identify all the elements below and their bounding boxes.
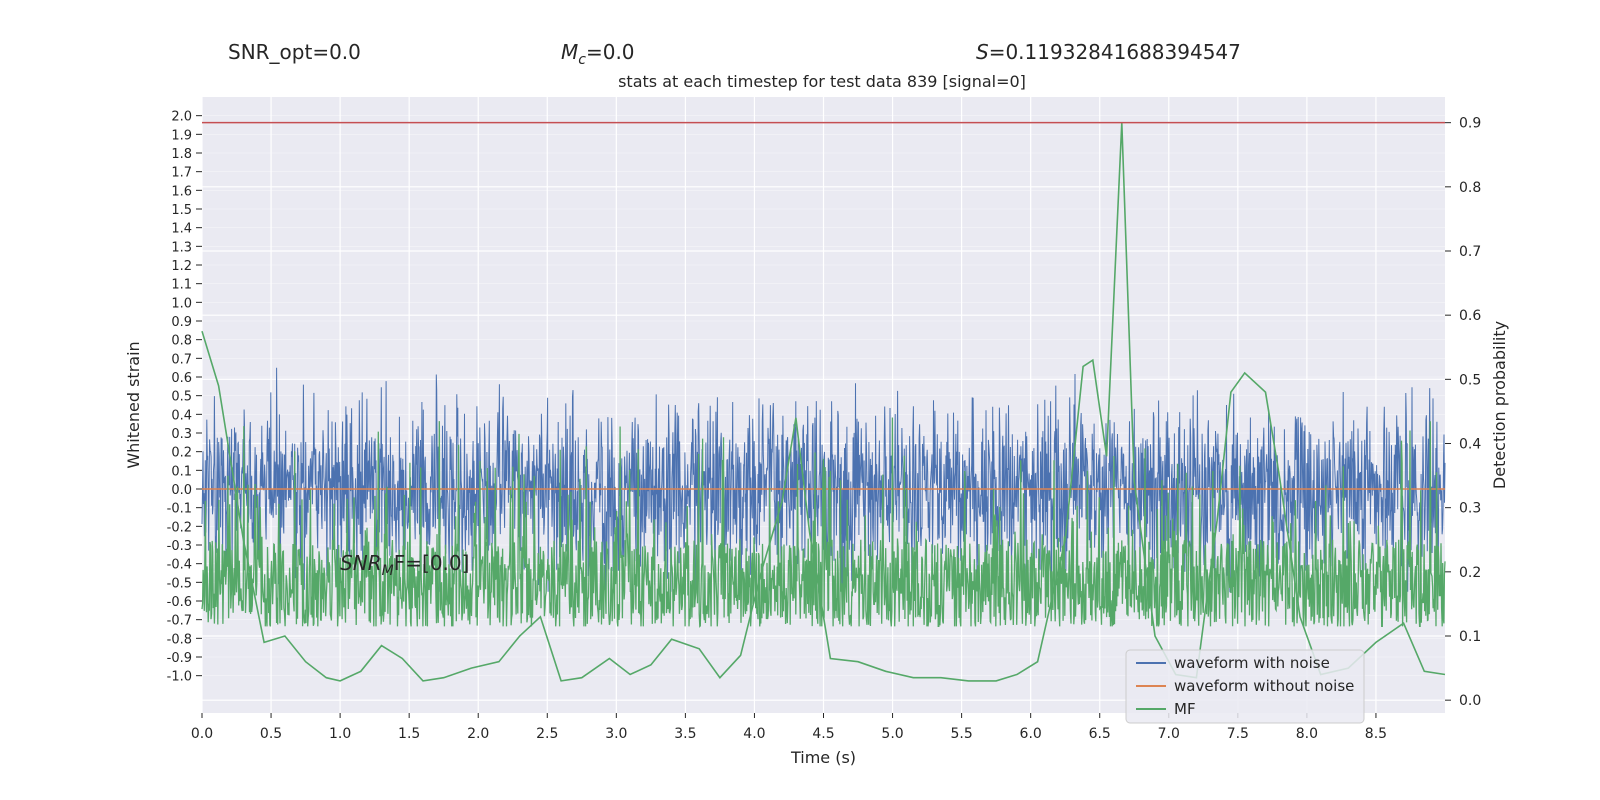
- left-tick-label-5: -0.5: [167, 576, 192, 591]
- chirp-mass-subscript: c: [578, 52, 586, 68]
- left-tick-label-27: 1.7: [171, 166, 192, 181]
- left-tick-label-19: 0.9: [171, 315, 192, 330]
- right-tick-label-9: 0.9: [1459, 116, 1481, 132]
- left-axis-label: Whitened strain: [124, 341, 143, 468]
- left-tick-label-9: -0.1: [167, 502, 192, 517]
- x-axis-ticks: 0.0 0.5 1.0 1.5 2.0 2.5 3.0 3.5 4.0 4.5 5.0 5.5 6.0 6…: [191, 713, 1387, 742]
- snr-mf-annotation: SNRMF=[0.0]: [340, 551, 469, 579]
- left-tick-label-4: -0.6: [167, 595, 192, 610]
- snr-mf-value: F=[0.0]: [394, 551, 470, 575]
- x-tick-label-4: 2.0: [467, 726, 489, 742]
- series-mf: [201, 122, 1446, 682]
- x-tick-label-2: 1.0: [329, 726, 351, 742]
- x-tick-label-7: 3.5: [674, 726, 696, 742]
- legend-box: [1125, 649, 1365, 724]
- left-tick-label-23: 1.3: [171, 240, 192, 255]
- x-tick-label-14: 7.0: [1158, 726, 1180, 742]
- statistic-symbol: S: [976, 40, 989, 64]
- x-tick-label-6: 3.0: [605, 726, 627, 742]
- x-tick-label-5: 2.5: [536, 726, 558, 742]
- x-tick-label-3: 1.5: [398, 726, 420, 742]
- snr-mf-base: SNR: [340, 551, 382, 575]
- left-tick-label-24: 1.4: [171, 222, 192, 237]
- left-tick-label-28: 1.8: [171, 147, 192, 162]
- left-tick-label-11: 0.1: [171, 464, 192, 479]
- x-tick-label-12: 6.0: [1020, 726, 1042, 742]
- statistic-label: S=0.11932841688394547: [976, 40, 1241, 64]
- right-tick-label-1: 0.1: [1459, 629, 1481, 645]
- series-mf-fluctuation: [201, 417, 1446, 628]
- chirp-mass-symbol: M: [561, 40, 579, 64]
- x-tick-label-15: 7.5: [1227, 726, 1249, 742]
- right-axis-label: Detection probability: [1490, 321, 1509, 489]
- left-tick-label-3: -0.7: [167, 614, 192, 629]
- x-tick-label-8: 4.0: [743, 726, 765, 742]
- left-tick-label-15: 0.5: [171, 390, 192, 405]
- left-tick-label-6: -0.4: [167, 558, 192, 573]
- left-tick-label-1: -0.9: [167, 651, 192, 666]
- left-tick-label-30: 2.0: [171, 110, 192, 125]
- left-tick-label-18: 0.8: [171, 334, 192, 349]
- right-tick-label-4: 0.4: [1459, 437, 1481, 453]
- legend-label-waveform-with-noise: waveform with noise: [1174, 654, 1330, 672]
- chart-title: stats at each timestep for test data 839…: [618, 72, 1026, 91]
- left-tick-label-16: 0.6: [171, 371, 192, 386]
- x-axis-label: Time (s): [790, 748, 856, 767]
- x-tick-label-13: 6.5: [1089, 726, 1111, 742]
- left-tick-label-0: -1.0: [167, 670, 192, 685]
- legend: waveform with noise waveform without noi…: [1125, 649, 1365, 724]
- snr-mf-subscript: M: [382, 563, 394, 579]
- series-layer: [201, 121, 1446, 682]
- left-tick-label-12: 0.2: [171, 446, 192, 461]
- x-tick-label-10: 5.0: [881, 726, 903, 742]
- statistic-value: =0.11932841688394547: [988, 40, 1241, 64]
- right-tick-label-8: 0.8: [1459, 180, 1481, 196]
- left-tick-label-17: 0.7: [171, 352, 192, 367]
- x-tick-label-17: 8.5: [1365, 726, 1387, 742]
- left-tick-label-21: 1.1: [171, 278, 192, 293]
- left-tick-label-26: 1.6: [171, 184, 192, 199]
- right-tick-label-6: 0.6: [1459, 308, 1481, 324]
- left-tick-label-22: 1.2: [171, 259, 192, 274]
- left-tick-label-25: 1.5: [171, 203, 192, 218]
- right-tick-label-2: 0.2: [1459, 565, 1481, 581]
- right-tick-label-0: 0.0: [1459, 693, 1481, 709]
- x-tick-label-9: 4.5: [812, 726, 834, 742]
- right-tick-label-3: 0.3: [1459, 501, 1481, 517]
- x-tick-label-11: 5.5: [950, 726, 972, 742]
- right-tick-label-7: 0.7: [1459, 244, 1481, 260]
- x-tick-label-0: 0.0: [191, 726, 213, 742]
- left-tick-label-8: -0.2: [167, 520, 192, 535]
- chirp-mass-label: Mc=0.0: [561, 40, 635, 68]
- left-tick-label-13: 0.3: [171, 427, 192, 442]
- legend-label-mf: MF: [1174, 700, 1196, 718]
- right-axis-ticks: 0.0 0.1 0.2 0.3 0.4 0.5 0.6 0.7 0.8 0.9: [1445, 116, 1481, 709]
- chirp-mass-value: =0.0: [585, 40, 635, 64]
- left-tick-label-10: 0.0: [171, 483, 192, 498]
- left-axis-ticks: -1.0 -0.9 -0.8 -0.7 -0.6 -0.5 -0.4 -0.3 -0.2 -0.1…: [167, 110, 202, 685]
- left-tick-label-14: 0.4: [171, 408, 192, 423]
- legend-label-waveform-without-noise: waveform without noise: [1174, 677, 1354, 695]
- left-tick-label-7: -0.3: [167, 539, 192, 554]
- x-tick-label-16: 8.0: [1296, 726, 1318, 742]
- left-tick-label-2: -0.8: [167, 632, 192, 647]
- left-tick-label-20: 1.0: [171, 296, 192, 311]
- x-tick-label-1: 0.5: [260, 726, 282, 742]
- left-tick-label-29: 1.9: [171, 128, 192, 143]
- right-tick-label-5: 0.5: [1459, 372, 1481, 388]
- snr-opt-label: SNR_opt=0.0: [228, 40, 361, 64]
